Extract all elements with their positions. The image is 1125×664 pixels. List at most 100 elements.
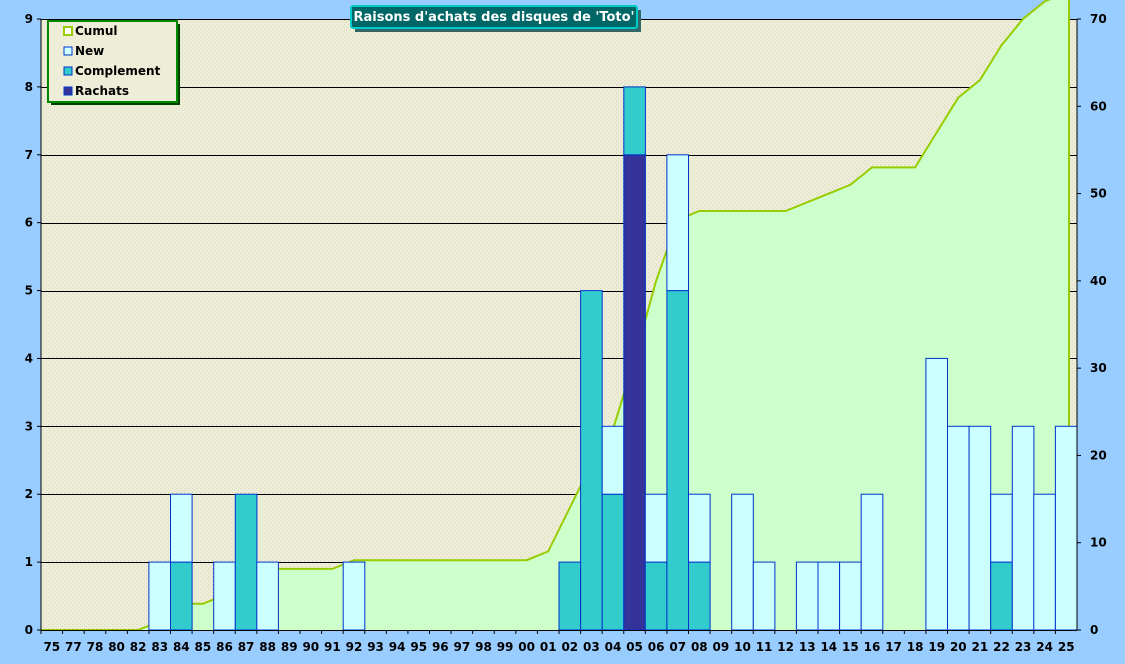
- bar-new-11: [752, 561, 776, 631]
- y2-tick-label: 10: [1090, 536, 1107, 550]
- bar-complement-84: [170, 561, 193, 631]
- y2-tick-label: 50: [1090, 187, 1107, 201]
- x-tick-label: 19: [928, 640, 945, 654]
- bar-new-92: [342, 561, 366, 631]
- cumul-area-layer: [41, 0, 1070, 631]
- x-tick-label: 06: [648, 640, 665, 654]
- bar-complement-05: [623, 86, 646, 156]
- bar-new-88: [256, 561, 279, 631]
- x-tick-label: 12: [777, 640, 794, 654]
- bar-new-23: [1011, 425, 1035, 631]
- chart-title: Raisons d'achats des disques de 'Toto': [353, 10, 634, 25]
- bar-new-83: [148, 561, 171, 631]
- bar-complement-87: [234, 493, 258, 631]
- x-tick-label: 84: [173, 640, 190, 654]
- x-tick-label: 83: [151, 640, 168, 654]
- bar-new-04: [601, 425, 625, 495]
- y-tick-label: 7: [25, 148, 33, 162]
- x-tick-label: 18: [907, 640, 924, 654]
- bar-new-21: [968, 425, 992, 631]
- x-tick-label: 98: [475, 640, 492, 654]
- x-tick-label: 75: [43, 640, 60, 654]
- bar-complement-22: [990, 561, 1013, 631]
- chart-title-background: [350, 5, 638, 29]
- x-tick-label: 94: [389, 640, 406, 654]
- bar-new-07: [666, 154, 690, 292]
- bar-new-19: [925, 357, 949, 631]
- legend: Cumul New Complement Rachats: [47, 20, 180, 105]
- x-tick-label: 14: [820, 640, 837, 654]
- bar-new-22: [990, 493, 1013, 563]
- x-tick-label: 85: [195, 640, 212, 654]
- bar-new-20: [947, 425, 970, 631]
- bar-new-84: [170, 493, 193, 563]
- bar-new-15: [839, 561, 862, 631]
- bars-layer: [148, 86, 1078, 631]
- x-tick-label: 97: [454, 640, 471, 654]
- x-tick-label: 80: [108, 640, 125, 654]
- bar-complement-04: [601, 493, 625, 631]
- cumul-area: [41, 0, 1069, 630]
- bar-complement-02: [558, 561, 582, 631]
- x-tick-label: 10: [734, 640, 751, 654]
- legend-swatch-cumul: [63, 26, 73, 36]
- x-tick-label: 91: [324, 640, 341, 654]
- x-tick-label: 82: [130, 640, 147, 654]
- x-tick-label: 20: [950, 640, 967, 654]
- bar-new-24: [1033, 493, 1056, 631]
- bar-complement-08: [688, 561, 711, 631]
- bar-complement-03: [580, 290, 603, 631]
- bar-new-25: [1054, 425, 1078, 631]
- legend-swatch-complement: [63, 66, 73, 76]
- x-tick-label: 01: [540, 640, 557, 654]
- x-tick-label: 22: [993, 640, 1010, 654]
- x-tick-label: 87: [238, 640, 255, 654]
- legend-label-cumul: Cumul: [75, 24, 118, 38]
- y-tick-label: 2: [25, 487, 33, 501]
- x-tick-label: 05: [626, 640, 643, 654]
- x-tick-label: 17: [885, 640, 902, 654]
- legend-label-new: New: [75, 44, 104, 58]
- x-tick-label: 96: [432, 640, 449, 654]
- bar-new-10: [731, 493, 754, 631]
- bar-complement-07: [666, 290, 690, 631]
- bar-new-06: [644, 493, 668, 563]
- x-tick-label: 78: [87, 640, 104, 654]
- x-tick-label: 90: [302, 640, 319, 654]
- y-tick-label: 0: [25, 623, 33, 637]
- x-tick-label: 86: [216, 640, 233, 654]
- x-tick-label: 08: [691, 640, 708, 654]
- x-tick-label: 11: [756, 640, 773, 654]
- x-tick-label: 00: [518, 640, 535, 654]
- bar-new-13: [795, 561, 819, 631]
- x-tick-label: 92: [346, 640, 363, 654]
- cumul-line: [41, 0, 1070, 631]
- y2-tick-label: 30: [1090, 361, 1107, 375]
- x-tick-label: 25: [1058, 640, 1075, 654]
- y-tick-label: 8: [25, 80, 33, 94]
- x-tick-label: 16: [864, 640, 881, 654]
- x-tick-label: 23: [1015, 640, 1032, 654]
- x-tick-label: 21: [972, 640, 989, 654]
- x-tick-label: 02: [561, 640, 578, 654]
- y2-tick-label: 60: [1090, 99, 1107, 113]
- y2-tick-label: 20: [1090, 448, 1107, 462]
- x-tick-label: 95: [410, 640, 427, 654]
- x-tick-label: 89: [281, 640, 298, 654]
- x-tick-label: 03: [583, 640, 600, 654]
- x-tick-label: 77: [65, 640, 82, 654]
- y2-tick-label: 70: [1090, 12, 1107, 26]
- legend-label-rachats: Rachats: [75, 84, 129, 98]
- x-tick-label: 93: [367, 640, 384, 654]
- y-tick-label: 9: [25, 12, 33, 26]
- y-tick-label: 3: [25, 419, 33, 433]
- bar-rachats-05: [623, 154, 646, 631]
- y-tick-label: 5: [25, 284, 33, 298]
- x-tick-label: 07: [669, 640, 686, 654]
- chart-title-box: Raisons d'achats des disques de 'Toto': [350, 5, 641, 32]
- x-tick-label: 13: [799, 640, 816, 654]
- legend-swatch-new: [63, 46, 73, 56]
- y2-tick-label: 40: [1090, 274, 1107, 288]
- bar-new-14: [817, 561, 841, 631]
